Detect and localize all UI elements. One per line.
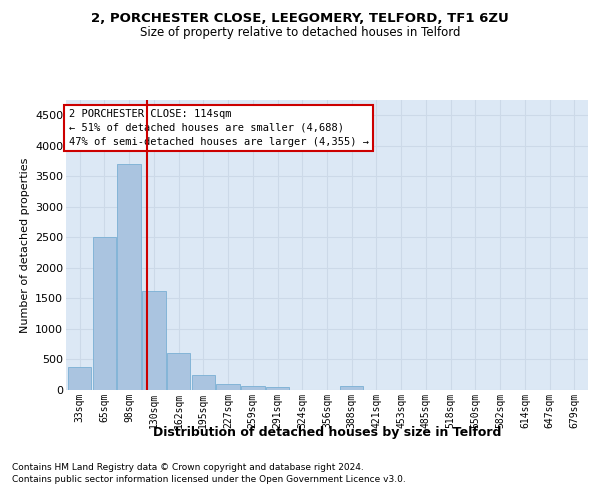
- Text: Contains HM Land Registry data © Crown copyright and database right 2024.: Contains HM Land Registry data © Crown c…: [12, 464, 364, 472]
- Bar: [118, 164, 141, 390]
- Bar: [266, 387, 289, 390]
- Text: 2, PORCHESTER CLOSE, LEEGOMERY, TELFORD, TF1 6ZU: 2, PORCHESTER CLOSE, LEEGOMERY, TELFORD,…: [91, 12, 509, 26]
- Text: Contains public sector information licensed under the Open Government Licence v3: Contains public sector information licen…: [12, 475, 406, 484]
- Bar: [92, 238, 116, 390]
- Y-axis label: Number of detached properties: Number of detached properties: [20, 158, 29, 332]
- Bar: [216, 384, 240, 390]
- Bar: [167, 354, 190, 390]
- Text: 2 PORCHESTER CLOSE: 114sqm
← 51% of detached houses are smaller (4,688)
47% of s: 2 PORCHESTER CLOSE: 114sqm ← 51% of deta…: [68, 108, 368, 146]
- Text: Size of property relative to detached houses in Telford: Size of property relative to detached ho…: [140, 26, 460, 39]
- Bar: [340, 386, 364, 390]
- Bar: [142, 291, 166, 390]
- Text: Distribution of detached houses by size in Telford: Distribution of detached houses by size …: [153, 426, 501, 439]
- Bar: [241, 386, 265, 390]
- Bar: [191, 374, 215, 390]
- Bar: [68, 367, 91, 390]
